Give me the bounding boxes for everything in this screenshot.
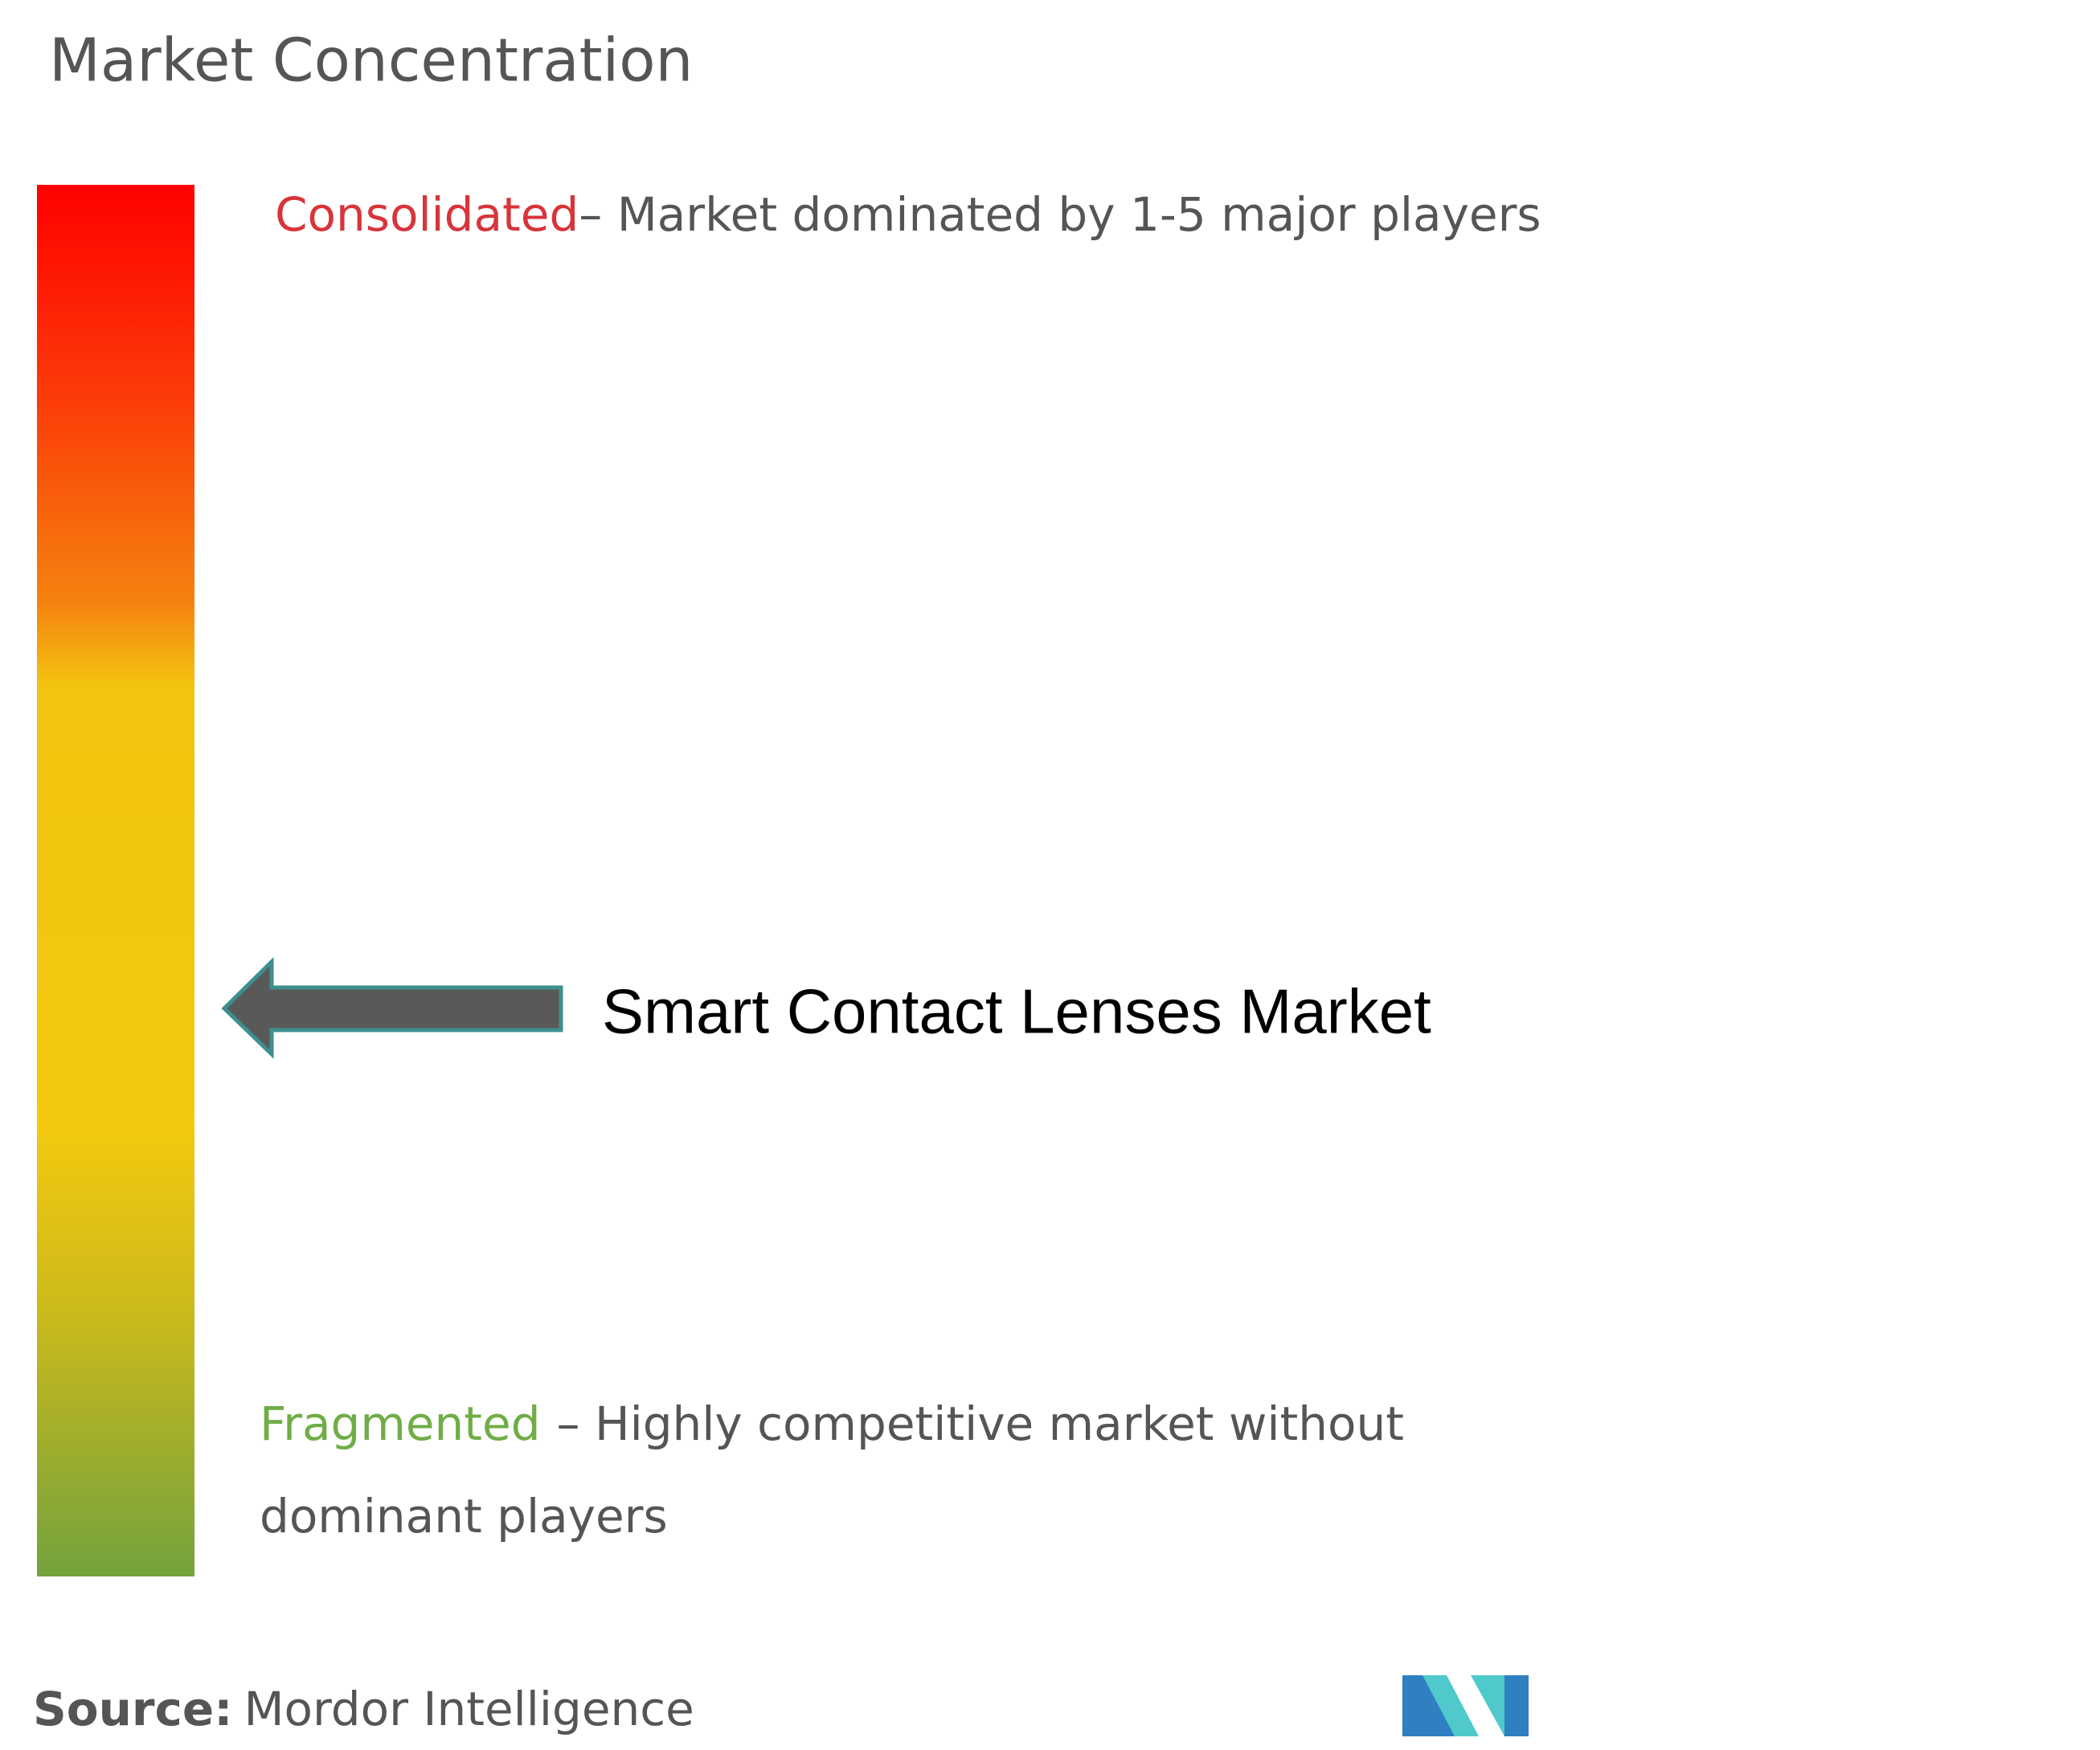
logo [1402, 1675, 1529, 1736]
title: Market Concentration [49, 27, 693, 96]
logo-part [1471, 1675, 1504, 1736]
fragmented-description: dominant players [260, 1489, 668, 1544]
position-arrow [221, 957, 563, 1059]
concentration-bar [37, 185, 194, 1576]
fragmented-text: Fragmented – Highly competitive market wi… [260, 1396, 1404, 1451]
logo-part [1504, 1675, 1529, 1736]
consolidated-text: Consolidated– Market dominated by 1-5 ma… [275, 187, 1541, 242]
logo-part [1423, 1675, 1479, 1736]
source-text: Mordor Intelligence [244, 1682, 694, 1736]
market-name: Smart Contact Lenses Market [602, 976, 1431, 1047]
source: Source: Mordor Intelligence [33, 1682, 694, 1736]
source-label: Source: [33, 1682, 232, 1736]
consolidated-label: Consolidated [275, 187, 579, 242]
fragmented-label: Fragmented [260, 1396, 541, 1451]
fragmented-description: – Highly competitive market without [557, 1396, 1404, 1451]
consolidated-description: – Market dominated by 1-5 major players [579, 187, 1541, 242]
